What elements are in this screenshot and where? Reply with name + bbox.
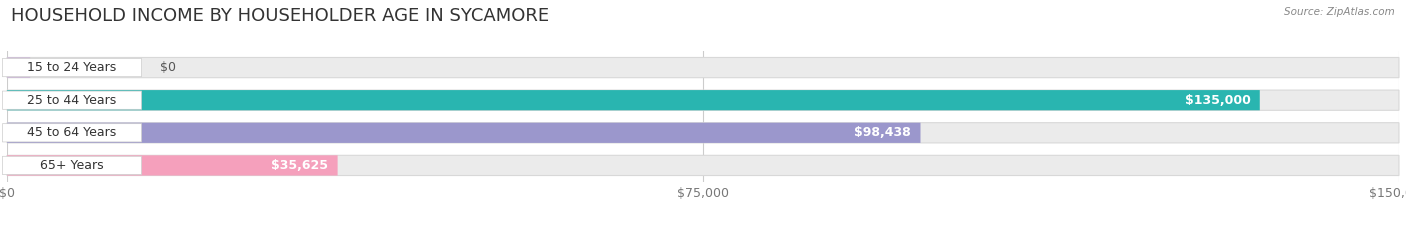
FancyBboxPatch shape [7,90,1399,110]
FancyBboxPatch shape [7,58,1399,78]
FancyBboxPatch shape [3,91,142,109]
Text: $98,438: $98,438 [855,126,911,139]
FancyBboxPatch shape [7,155,1399,175]
Text: $0: $0 [160,61,176,74]
FancyBboxPatch shape [7,123,1399,143]
Text: 15 to 24 Years: 15 to 24 Years [27,61,117,74]
Text: 25 to 44 Years: 25 to 44 Years [27,94,117,107]
FancyBboxPatch shape [7,58,31,78]
FancyBboxPatch shape [3,156,142,175]
Text: $35,625: $35,625 [271,159,329,172]
Text: 65+ Years: 65+ Years [41,159,104,172]
FancyBboxPatch shape [7,123,921,143]
FancyBboxPatch shape [3,124,142,142]
FancyBboxPatch shape [7,155,337,175]
FancyBboxPatch shape [7,90,1260,110]
FancyBboxPatch shape [3,58,142,77]
Text: 45 to 64 Years: 45 to 64 Years [27,126,117,139]
Text: $135,000: $135,000 [1185,94,1250,107]
Text: Source: ZipAtlas.com: Source: ZipAtlas.com [1284,7,1395,17]
Text: HOUSEHOLD INCOME BY HOUSEHOLDER AGE IN SYCAMORE: HOUSEHOLD INCOME BY HOUSEHOLDER AGE IN S… [11,7,550,25]
